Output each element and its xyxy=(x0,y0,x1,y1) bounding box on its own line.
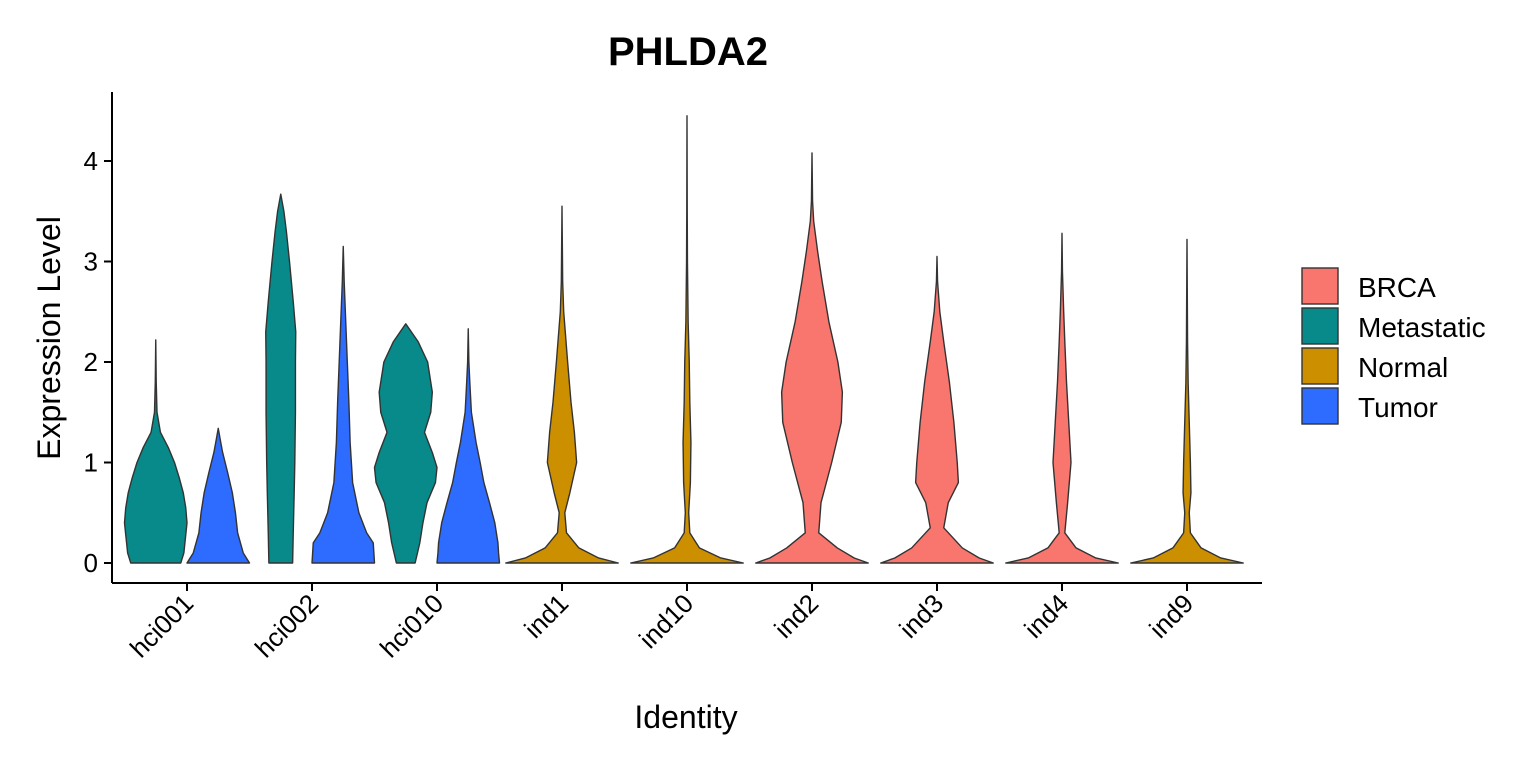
violin-hci001-metastatic xyxy=(123,339,188,564)
y-axis-title: Expression Level xyxy=(31,216,67,460)
x-tick-label-ind9: ind9 xyxy=(1143,588,1199,644)
y-tick-label: 2 xyxy=(84,347,98,377)
x-axis-title: Identity xyxy=(634,699,737,735)
violin-hci010-tumor xyxy=(436,328,501,564)
violin-hci010-metastatic xyxy=(373,323,438,564)
y-tick-label: 4 xyxy=(84,146,98,176)
violin-hci002-metastatic xyxy=(265,193,297,564)
legend-swatch-tumor xyxy=(1301,387,1339,425)
y-tick-label: 3 xyxy=(84,247,98,277)
chart-title: PHLDA2 xyxy=(608,30,768,74)
legend-swatch-brca xyxy=(1301,267,1339,305)
x-axis: hci001 hci002 hci010 ind1 ind10 ind2 ind3 ind4 i… xyxy=(112,582,1262,663)
legend-swatch-metastatic xyxy=(1301,307,1339,345)
x-tick-label-ind1: ind1 xyxy=(518,588,574,644)
x-tick-label-ind10: ind10 xyxy=(633,588,699,654)
legend-label-brca: BRCA xyxy=(1358,272,1436,303)
violins-layer xyxy=(123,115,1244,564)
x-tick-label-hci002: hci002 xyxy=(249,588,324,663)
x-tick-label-hci001: hci001 xyxy=(124,588,199,663)
violin-ind4-brca xyxy=(1005,232,1119,564)
violin-ind3-brca xyxy=(880,255,994,564)
x-tick-label-hci010: hci010 xyxy=(374,588,449,663)
violin-ind10-normal xyxy=(630,115,744,564)
y-tick-label: 0 xyxy=(84,548,98,578)
legend-label-tumor: Tumor xyxy=(1358,392,1438,423)
y-axis: 0 1 2 3 4 xyxy=(84,92,113,583)
violin-ind1-normal xyxy=(505,205,619,564)
legend: BRCA Metastatic Normal Tumor xyxy=(1301,267,1486,425)
x-tick-label-ind4: ind4 xyxy=(1018,588,1074,644)
violin-ind2-brca xyxy=(755,152,869,564)
x-tick-label-ind3: ind3 xyxy=(893,588,949,644)
violin-hci002-tumor xyxy=(311,245,376,564)
y-tick-label: 1 xyxy=(84,448,98,478)
legend-label-metastatic: Metastatic xyxy=(1358,312,1486,343)
legend-swatch-normal xyxy=(1301,347,1339,385)
legend-label-normal: Normal xyxy=(1358,352,1448,383)
x-tick-label-ind2: ind2 xyxy=(768,588,824,644)
violin-hci001-tumor xyxy=(186,427,251,564)
violin-ind9-normal xyxy=(1130,238,1244,564)
